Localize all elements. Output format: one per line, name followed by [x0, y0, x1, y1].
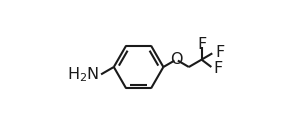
Text: H$_2$N: H$_2$N [67, 65, 99, 84]
Text: F: F [215, 45, 224, 60]
Text: F: F [197, 37, 206, 52]
Text: O: O [170, 52, 182, 67]
Text: F: F [214, 61, 223, 76]
